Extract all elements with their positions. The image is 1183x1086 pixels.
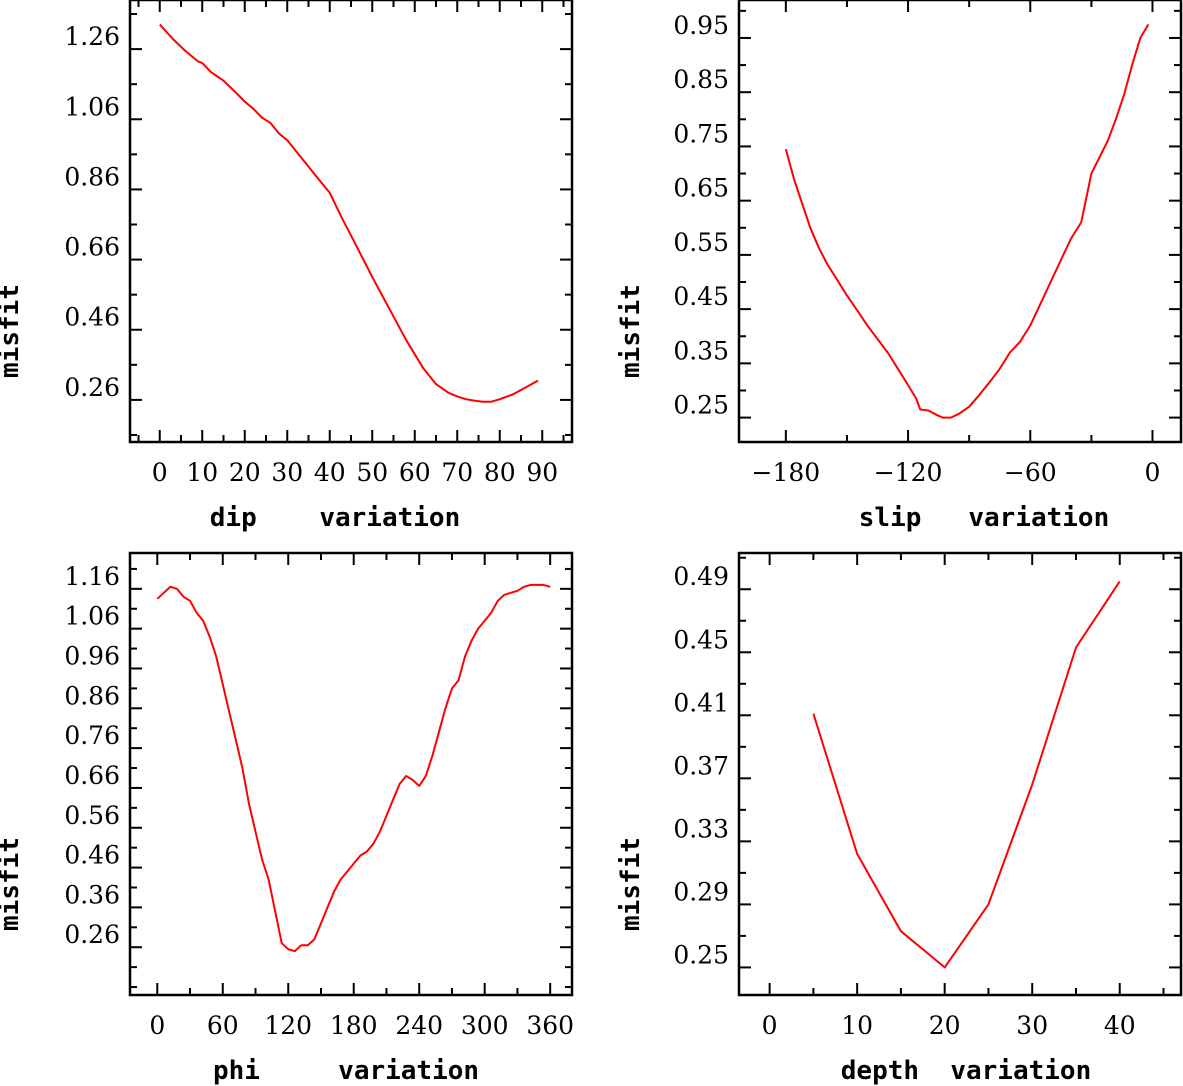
chart-panel-depth: 0 10 20 30 40 0.25 0.29 0.33 0.37 0.41 0.45 0.49 dep…	[616, 551, 1183, 1086]
y-tick-label: 0.29	[673, 877, 729, 906]
x-axis-label: depth variation	[841, 1056, 1091, 1086]
y-axis-label: misfit	[616, 284, 646, 378]
x-tick-label: 40	[314, 458, 346, 487]
y-tick-label: 0.37	[673, 751, 729, 780]
x-tick-label: 60	[399, 458, 431, 487]
y-tick-label: 1.26	[64, 22, 120, 51]
misfit-line-slip	[784, 23, 1150, 419]
x-tick-label: 10	[186, 458, 218, 487]
plot-frame	[737, 551, 1183, 997]
y-axis-label: misfit	[0, 837, 25, 931]
x-tick-label: 50	[356, 458, 388, 487]
y-tick-label: 0.66	[64, 761, 120, 790]
x-tick-label: −120	[874, 458, 943, 487]
y-tick-label: 0.25	[673, 940, 729, 969]
y-tick-label: 0.46	[64, 841, 120, 870]
y-axis-label: misfit	[616, 837, 646, 931]
x-tick-label: 0	[762, 1011, 778, 1040]
y-tick-label: 0.76	[64, 721, 120, 750]
x-tick-label: 90	[526, 458, 558, 487]
x-tick-label: −180	[752, 458, 821, 487]
x-tick-label: 10	[841, 1011, 873, 1040]
y-tick-label: 0.45	[673, 282, 729, 311]
y-tick-label: 0.26	[64, 920, 120, 949]
x-tick-label: 70	[441, 458, 473, 487]
y-tick-label: 1.16	[64, 562, 120, 591]
x-tick-label: 360	[526, 1011, 574, 1040]
x-tick-label: 0	[1145, 458, 1161, 487]
x-tick-label: 20	[929, 1011, 961, 1040]
x-tick-label: 0	[149, 1011, 165, 1040]
y-tick-label: 0.46	[64, 303, 120, 332]
y-tick-label: 0.33	[673, 814, 729, 843]
chart-panel-dip: 0 10 20 30 40 50 60 70 80 90 0.26 0.46 0.66 0.86 1.06 1…	[0, 0, 574, 533]
y-tick-label: 0.26	[64, 373, 120, 402]
x-tick-label: 80	[484, 458, 516, 487]
y-tick-label: 0.35	[673, 336, 729, 365]
y-tick-label: 0.55	[673, 228, 729, 257]
y-tick-label: 0.86	[64, 162, 120, 191]
y-tick-label: 1.06	[64, 92, 120, 121]
misfit-line-phi	[156, 583, 551, 953]
x-axis-label: phi variation	[213, 1056, 479, 1086]
y-axis-label: misfit	[0, 284, 25, 378]
y-tick-label: 0.75	[673, 119, 729, 148]
x-tick-label: 30	[1016, 1011, 1048, 1040]
x-tick-label: 180	[330, 1011, 378, 1040]
x-tick-label: −60	[1004, 458, 1057, 487]
chart-panel-phi: 0 60 120 180 240 300 360 0.26 0.36 0.46 0.56 0.66 0.…	[0, 551, 574, 1086]
x-tick-label: 240	[395, 1011, 443, 1040]
misfit-line-depth	[812, 580, 1121, 969]
plot-frame	[128, 0, 574, 444]
plot-frame	[737, 0, 1183, 444]
x-axis-label: dip variation	[210, 503, 460, 533]
plot-frame	[128, 551, 574, 997]
x-tick-label: 20	[229, 458, 261, 487]
x-axis-label: slip variation	[859, 503, 1109, 533]
y-tick-label: 0.49	[673, 562, 729, 591]
y-tick-label: 0.96	[64, 641, 120, 670]
y-tick-label: 0.95	[673, 11, 729, 40]
y-tick-label: 0.65	[673, 174, 729, 203]
y-tick-label: 0.66	[64, 233, 120, 262]
chart-panel-slip: −180 −120 −60 0 0.25 0.35 0.45 0.55 0.65 0.75 0.85…	[616, 0, 1183, 533]
y-tick-label: 0.41	[673, 688, 729, 717]
y-tick-label: 0.25	[673, 391, 729, 420]
x-tick-label: 0	[152, 458, 168, 487]
y-tick-label: 1.06	[64, 602, 120, 631]
x-tick-label: 60	[207, 1011, 239, 1040]
y-tick-label: 0.56	[64, 801, 120, 830]
x-tick-label: 40	[1104, 1011, 1136, 1040]
x-tick-label: 30	[271, 458, 303, 487]
misfit-line-dip	[159, 23, 539, 403]
x-tick-label: 300	[461, 1011, 509, 1040]
y-tick-label: 0.86	[64, 681, 120, 710]
y-tick-label: 0.36	[64, 880, 120, 909]
x-tick-label: 120	[264, 1011, 312, 1040]
y-tick-label: 0.45	[673, 625, 729, 654]
y-tick-label: 0.85	[673, 65, 729, 94]
